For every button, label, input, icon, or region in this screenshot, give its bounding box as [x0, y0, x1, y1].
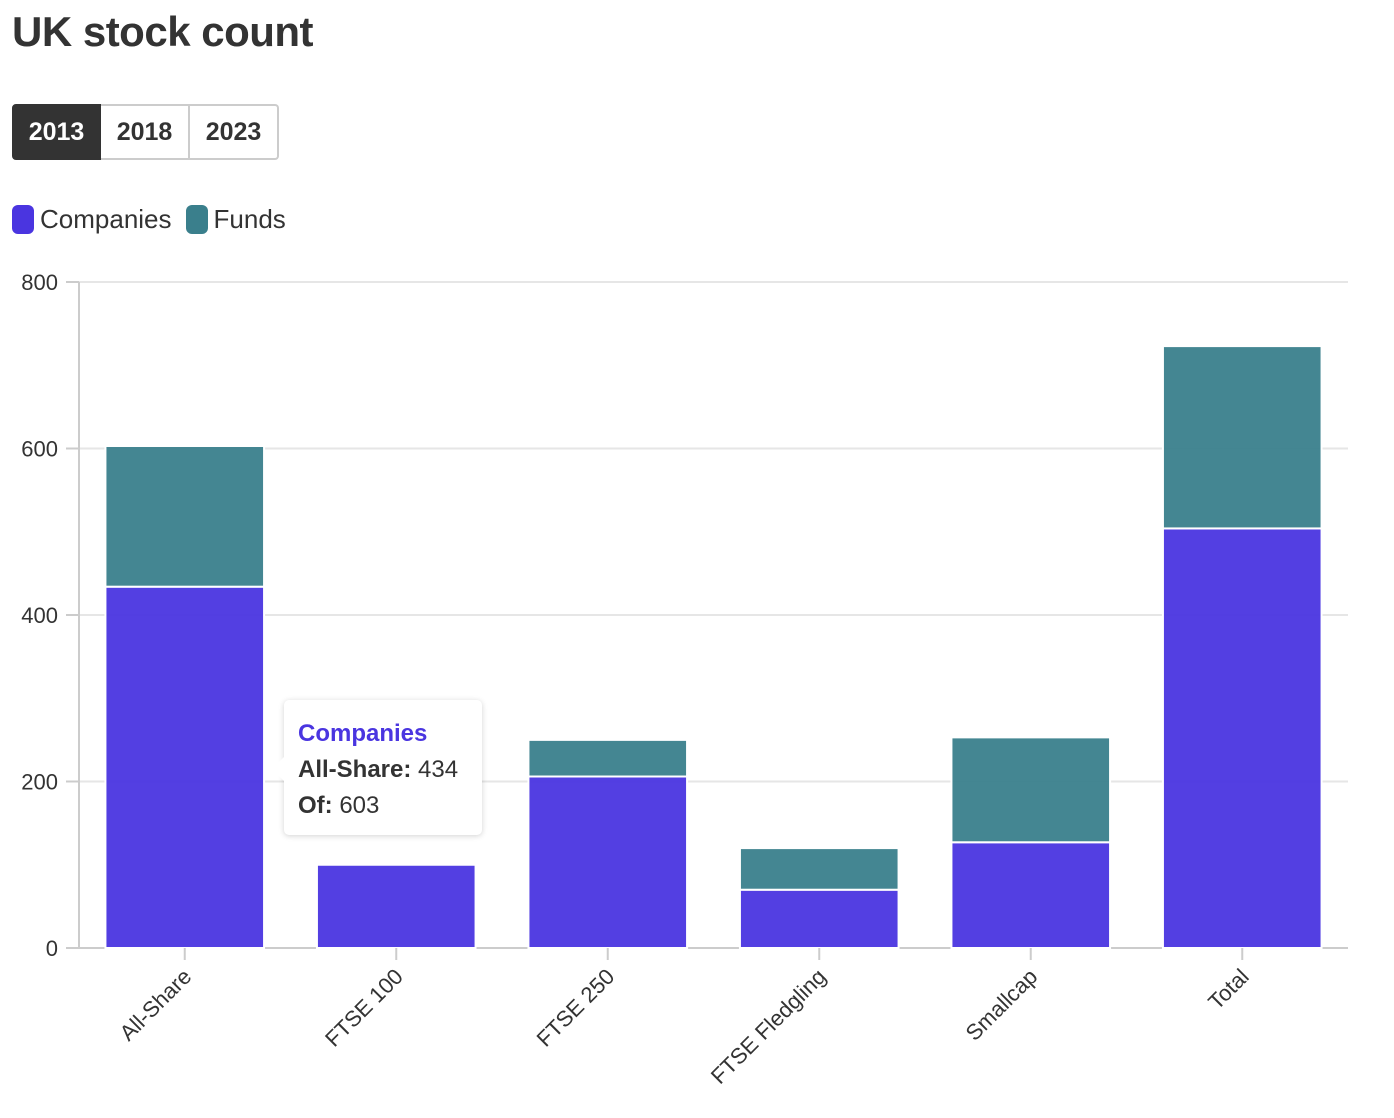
bar-companies-total	[1161, 527, 1323, 949]
year-selector: 2013 2018 2023	[12, 104, 279, 160]
bar-funds-smallcap	[950, 736, 1112, 844]
bar-funds-all-share	[104, 445, 266, 588]
chart-title: UK stock count	[12, 8, 314, 55]
x-tick-label-ftse-250: FTSE 250	[532, 964, 620, 1052]
legend-label-companies: Companies	[40, 204, 172, 234]
x-tick-label-smallcap: Smallcap	[961, 964, 1043, 1046]
y-tick-label-200: 200	[21, 770, 58, 795]
bar-funds-ftse-250	[527, 738, 689, 778]
bar-companies-smallcap	[950, 841, 1112, 950]
tooltip-total-value: 603	[339, 792, 380, 819]
legend-swatch-companies	[12, 205, 34, 234]
x-tick-label-total: Total	[1203, 964, 1254, 1015]
bar-companies-ftse-fledgling	[738, 888, 900, 949]
tooltip-series-name: Companies	[298, 720, 428, 747]
legend-label-funds: Funds	[213, 204, 286, 234]
x-tick-label-ftse-100: FTSE 100	[320, 964, 408, 1052]
y-tick-label-800: 800	[21, 270, 58, 295]
chart-tooltip: Companies All-Share: 434 Of: 603	[272, 700, 482, 835]
tooltip-arrow	[272, 757, 284, 781]
bar-funds-ftse-fledgling	[738, 847, 900, 891]
x-tick-label-all-share: All-Share	[115, 964, 197, 1046]
tooltip-total-label: Of:	[298, 792, 333, 819]
legend-swatch-funds	[185, 205, 208, 234]
year-button-2023[interactable]: 2023	[190, 104, 279, 160]
y-tick-label-400: 400	[21, 603, 58, 628]
bar-funds-total	[1161, 345, 1323, 530]
y-tick-label-0: 0	[46, 936, 58, 961]
tooltip-row-total: Of: 603	[298, 788, 468, 824]
tooltip-category-value: 434	[418, 756, 459, 783]
bar-companies-ftse-250	[527, 775, 689, 949]
year-button-2013[interactable]: 2013	[12, 104, 101, 160]
year-button-2018[interactable]: 2018	[101, 104, 190, 160]
tooltip-category-label: All-Share:	[298, 756, 412, 783]
legend-item-companies[interactable]: Companies	[12, 204, 172, 235]
legend-item-funds[interactable]: Funds	[185, 204, 286, 235]
bar-companies-ftse-100	[315, 863, 477, 949]
tooltip-row-category: All-Share: 434	[298, 752, 468, 788]
bar-companies-all-share	[104, 585, 266, 949]
x-tick-label-ftse-fledgling: FTSE Fledgling	[706, 964, 831, 1089]
y-tick-label-600: 600	[21, 437, 58, 462]
chart-legend: Companies Funds	[12, 204, 300, 235]
